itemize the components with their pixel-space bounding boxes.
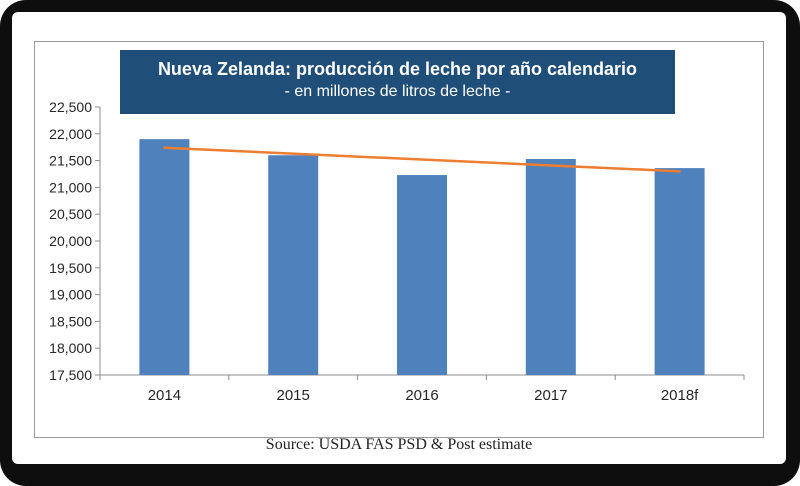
x-tick-label: 2018f <box>661 387 699 404</box>
y-tick-label: 21,000 <box>49 179 92 195</box>
y-tick-label: 19,000 <box>49 287 92 303</box>
bar <box>654 168 705 375</box>
y-tick-label: 18,500 <box>49 313 92 329</box>
x-tick-label: 2016 <box>405 387 438 404</box>
y-tick-label: 22,500 <box>49 99 92 115</box>
chart-title: Nueva Zelanda: producción de leche por a… <box>157 59 638 79</box>
bar <box>139 139 190 375</box>
chart-subtitle: - en millones de litros de leche - <box>284 83 511 100</box>
plot-border <box>34 41 764 438</box>
chart-card: Nueva Zelanda: producción de leche por a… <box>12 12 786 464</box>
trend-line <box>163 146 681 173</box>
bar <box>397 175 447 375</box>
y-tick-label: 18,000 <box>49 340 92 356</box>
bar <box>268 155 319 375</box>
title-banner: Nueva Zelanda: producción de leche por a… <box>120 50 675 114</box>
y-tick-label: 21,500 <box>49 153 92 169</box>
y-tick-label: 19,500 <box>49 260 92 276</box>
y-tick-label: 17,500 <box>49 367 92 383</box>
y-tick-label: 20,000 <box>49 233 92 249</box>
x-tick-label: 2015 <box>277 387 310 404</box>
y-tick-label: 20,500 <box>49 206 92 222</box>
x-tick-label: 2017 <box>534 387 567 404</box>
source-note: Source: USDA FAS PSD & Post estimate <box>265 436 533 453</box>
y-tick-label: 22,000 <box>49 126 92 142</box>
x-tick-label: 2014 <box>148 387 181 404</box>
bar <box>525 158 576 375</box>
bar-chart: 17,500 18,000 18,500 19,000 19,500 20,000 20,5… <box>49 99 745 404</box>
